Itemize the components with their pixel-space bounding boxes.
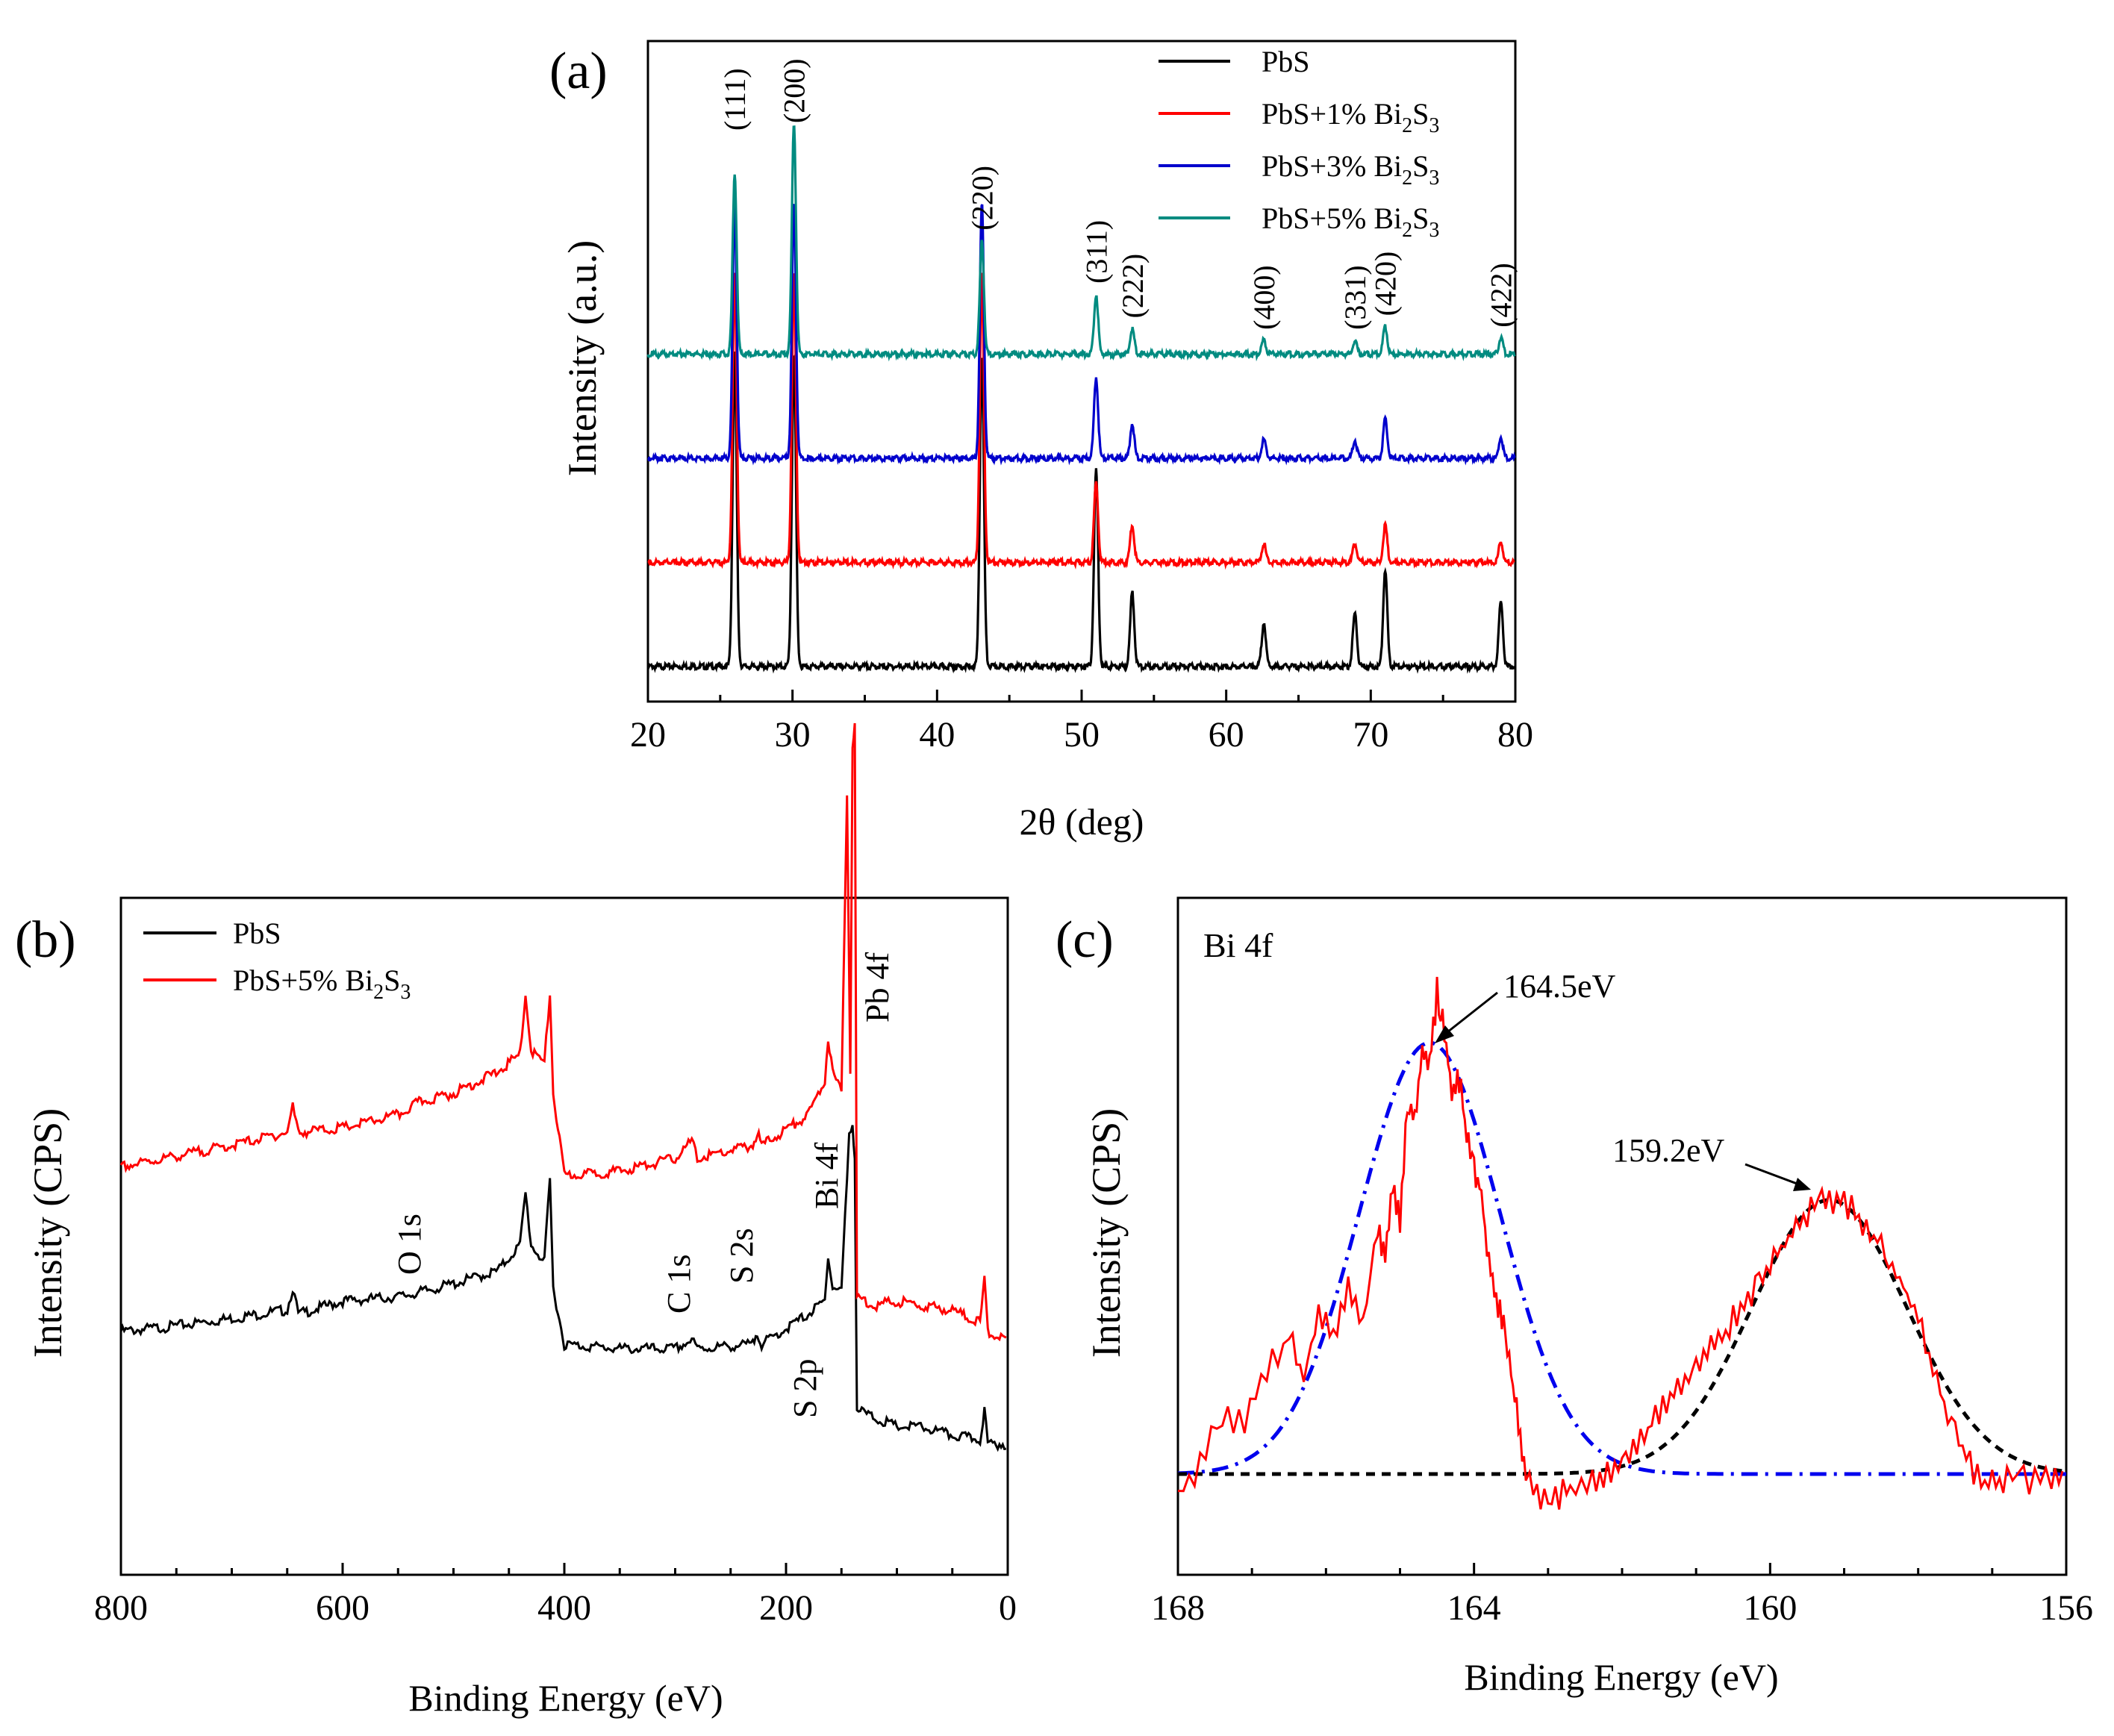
peak-annotation: Pb 4f xyxy=(859,952,896,1022)
panel-a-y-axis-title: Intensity (a.u.) xyxy=(560,240,605,476)
series-line-pbs-5-bi2s3 xyxy=(119,722,1007,1342)
panel-c-x-tick-label: 164 xyxy=(1447,1588,1501,1628)
panel-c-tag: (c) xyxy=(1056,911,1114,969)
panel-b-xps-survey-chart: 800 600 400 200 0 PbS PbS+5% Bi2S3 O 1s C 1s S 2s… xyxy=(15,722,1017,1719)
peak-annotation: Bi 4f xyxy=(808,1142,845,1209)
annotation-arrow xyxy=(1440,991,1498,1039)
peak-label: (222) xyxy=(1116,254,1150,319)
panel-a-x-axis-title: 2θ (deg) xyxy=(1020,801,1144,843)
legend-label: PbS xyxy=(1262,45,1310,78)
panel-c-x-tick-label: 168 xyxy=(1151,1588,1205,1628)
peak-label: (422) xyxy=(1485,263,1518,328)
peak-label: (220) xyxy=(965,166,999,231)
legend-label: PbS+1% Bi2S3 xyxy=(1262,97,1439,137)
panel-a-x-tick-label: 60 xyxy=(1209,715,1244,755)
peak-label: (420) xyxy=(1369,252,1403,316)
peak-label: (331) xyxy=(1338,265,1372,330)
peak-annotation: 159.2eV xyxy=(1612,1132,1725,1169)
peak-annotation: S 2p xyxy=(787,1359,823,1418)
panel-a-x-tick-label: 50 xyxy=(1064,715,1100,755)
peak-annotation: 164.5eV xyxy=(1503,968,1616,1005)
panel-a-x-tick-label: 20 xyxy=(630,715,666,755)
legend-label: PbS xyxy=(233,917,281,950)
legend-label: PbS+5% Bi2S3 xyxy=(233,964,411,1004)
series-line-pbs-3-bi2s3 xyxy=(647,202,1516,466)
series-line-pbs xyxy=(119,1125,1006,1452)
panel-c-title: Bi 4f xyxy=(1203,926,1273,964)
peak-label: (200) xyxy=(778,58,811,123)
panel-b-x-tick-label: 0 xyxy=(999,1588,1017,1628)
fit-curve xyxy=(1178,1198,2067,1476)
panel-c-x-axis-title: Binding Energy (eV) xyxy=(1464,1656,1778,1698)
peak-label: (400) xyxy=(1247,265,1281,330)
annotation-arrowhead xyxy=(1435,1025,1454,1043)
legend-label: PbS+3% Bi2S3 xyxy=(1262,149,1439,190)
panel-a-xrd-chart: 20 30 40 50 60 70 80 (111) (200) (220) (311)(222) (… xyxy=(549,40,1533,843)
panel-c-y-axis-title: Intensity (CPS) xyxy=(1084,1108,1129,1358)
panel-b-x-tick-label: 600 xyxy=(316,1588,370,1628)
peak-annotation: C 1s xyxy=(661,1255,697,1314)
peak-annotation: S 2s xyxy=(723,1228,760,1284)
panel-a-x-tick-label: 80 xyxy=(1497,715,1533,755)
fit-curve xyxy=(1177,1040,2066,1476)
series-line-pbs-5-bi2s3 xyxy=(646,125,1516,362)
panel-a-x-tick-label: 30 xyxy=(775,715,811,755)
panel-c-x-tick-label: 156 xyxy=(2039,1588,2093,1628)
panel-a-x-tick-label: 40 xyxy=(919,715,955,755)
raw-spectrum-line xyxy=(1177,976,2064,1510)
panel-a-x-tick-label: 70 xyxy=(1353,715,1388,755)
panel-a-tag: (a) xyxy=(549,43,608,100)
annotation-arrow xyxy=(1744,1163,1806,1188)
panel-b-x-tick-label: 800 xyxy=(94,1588,148,1628)
panel-b-x-tick-label: 200 xyxy=(759,1588,813,1628)
peak-label: (311) xyxy=(1079,220,1113,284)
panel-b-x-tick-label: 400 xyxy=(537,1588,591,1628)
annotation-arrowhead xyxy=(1793,1178,1811,1191)
panel-b-y-axis-title: Intensity (CPS) xyxy=(25,1108,70,1358)
peak-annotation: O 1s xyxy=(391,1214,428,1275)
panel-b-tag: (b) xyxy=(15,911,76,969)
peak-label: (111) xyxy=(718,68,752,131)
panel-c-bi4f-chart: 168 164 160 156 164.5eV 159.2eV Bi 4f (c) Bindin… xyxy=(1056,896,2093,1698)
panel-c-x-tick-label: 160 xyxy=(1743,1588,1797,1628)
panel-b-x-axis-title: Binding Energy (eV) xyxy=(408,1677,723,1719)
legend-label: PbS+5% Bi2S3 xyxy=(1262,202,1439,242)
